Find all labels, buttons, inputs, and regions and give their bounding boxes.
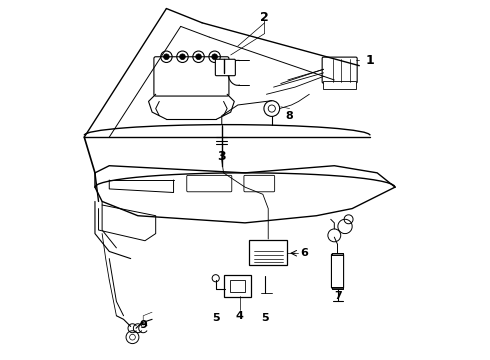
Circle shape: [180, 54, 185, 60]
FancyBboxPatch shape: [154, 57, 229, 96]
Circle shape: [164, 54, 169, 60]
FancyBboxPatch shape: [230, 280, 245, 292]
Text: 5: 5: [261, 312, 269, 323]
FancyBboxPatch shape: [244, 175, 275, 192]
Text: 6: 6: [300, 248, 308, 258]
Text: 7: 7: [334, 291, 342, 301]
Text: 4: 4: [236, 311, 244, 321]
Circle shape: [212, 54, 218, 60]
Text: 1: 1: [366, 54, 374, 67]
FancyBboxPatch shape: [224, 275, 251, 297]
Text: 2: 2: [260, 11, 269, 24]
Text: 9: 9: [139, 320, 147, 330]
FancyBboxPatch shape: [331, 254, 343, 288]
Circle shape: [196, 54, 201, 60]
Text: 8: 8: [286, 111, 294, 121]
FancyBboxPatch shape: [322, 57, 357, 83]
FancyBboxPatch shape: [323, 81, 356, 89]
Text: 5: 5: [213, 312, 220, 323]
FancyBboxPatch shape: [215, 59, 235, 76]
FancyBboxPatch shape: [249, 240, 287, 265]
FancyBboxPatch shape: [187, 175, 232, 192]
Text: 3: 3: [218, 150, 226, 163]
